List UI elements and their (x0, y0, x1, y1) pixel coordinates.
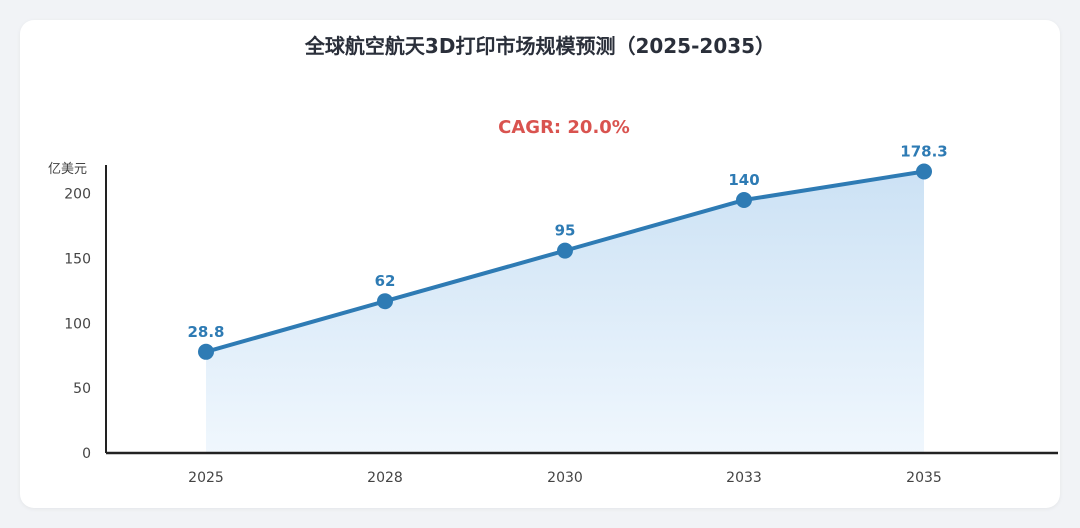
y-axis-unit-label: 亿美元 (48, 162, 87, 177)
cagr-annotation: CAGR: 20.0% (498, 117, 630, 138)
chart-title: 全球航空航天3D打印市场规模预测（2025-2035） (304, 34, 776, 58)
x-tick-label: 2030 (547, 470, 583, 486)
data-label: 95 (555, 222, 576, 240)
data-label: 62 (375, 272, 396, 290)
y-tick-label: 50 (73, 381, 91, 397)
data-point (916, 163, 932, 180)
x-tick-label: 2028 (367, 470, 403, 486)
y-tick-label: 0 (82, 446, 91, 462)
data-point (198, 343, 214, 360)
data-point (557, 242, 573, 259)
data-label: 178.3 (900, 142, 947, 160)
x-tick-label: 2033 (726, 470, 762, 486)
y-tick-label: 200 (64, 187, 91, 203)
data-point (736, 192, 752, 209)
y-tick-label: 150 (64, 251, 91, 267)
data-label: 28.8 (187, 323, 224, 341)
data-label: 140 (728, 171, 759, 189)
x-tick-label: 2025 (188, 470, 224, 486)
area-fill (206, 171, 924, 453)
data-point (377, 293, 393, 310)
x-tick-label: 2035 (906, 470, 942, 486)
y-tick-label: 100 (64, 316, 91, 332)
